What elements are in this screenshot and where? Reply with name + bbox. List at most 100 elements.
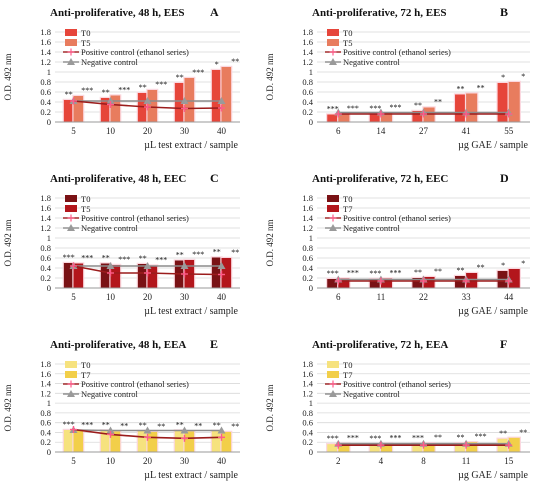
y-tick-label: 1.2 xyxy=(302,57,313,67)
y-tick-label: 0.2 xyxy=(302,107,313,117)
y-tick-label: 1.6 xyxy=(302,203,313,213)
bar-t0 xyxy=(455,276,467,288)
bar-t7 xyxy=(423,443,435,452)
bar-t0 xyxy=(412,278,424,288)
x-tick-label: 44 xyxy=(504,292,514,302)
y-tick-label: 0.4 xyxy=(40,427,51,437)
y-tick-label: 0 xyxy=(309,447,313,457)
y-tick-label: 1 xyxy=(309,67,313,77)
y-tick-label: 0.8 xyxy=(302,408,313,418)
y-axis-label: O.D. 492 nm xyxy=(265,220,275,267)
significance-label: *** xyxy=(155,256,167,265)
significance-label: *** xyxy=(369,434,381,443)
significance-label: *** xyxy=(327,269,339,278)
bar-t0 xyxy=(327,279,339,288)
y-tick-label: 1.2 xyxy=(40,57,51,67)
legend-negative-marker xyxy=(67,58,75,65)
x-tick-label: 11 xyxy=(377,292,386,302)
bar-t5 xyxy=(221,258,232,288)
x-tick-label: 30 xyxy=(180,456,190,466)
bar-t7 xyxy=(338,278,350,288)
significance-label: ** xyxy=(231,248,239,257)
bar-t7 xyxy=(423,277,435,288)
x-tick-label: 20 xyxy=(143,292,153,302)
significance-label: ** xyxy=(139,254,147,263)
legend-label: Negative control xyxy=(81,57,139,67)
y-tick-label: 0.4 xyxy=(40,263,51,273)
negative-control-point xyxy=(180,262,189,269)
legend-negative-marker xyxy=(329,224,337,231)
bar-t5 xyxy=(110,265,121,288)
positive-control-point xyxy=(70,426,77,434)
bar-t7 xyxy=(380,443,392,452)
significance-label: *** xyxy=(389,269,401,278)
bar-t0 xyxy=(211,430,222,452)
positive-control-point xyxy=(144,433,151,441)
positive-control-point xyxy=(334,277,342,285)
significance-label: *** xyxy=(389,434,401,443)
bar-t0 xyxy=(174,430,185,452)
positive-control-point xyxy=(420,441,427,449)
bar-t0 xyxy=(327,444,339,452)
significance-label: *** xyxy=(81,86,93,95)
significance-label: * xyxy=(501,73,505,82)
legend-swatch xyxy=(65,29,77,36)
negative-control-point xyxy=(217,426,226,434)
y-tick-label: 0.4 xyxy=(302,427,313,437)
panel-letter: A xyxy=(210,5,219,19)
y-tick-label: 0.8 xyxy=(40,77,51,87)
legend-label: Negative control xyxy=(81,389,139,399)
y-tick-label: 0.2 xyxy=(40,437,51,447)
significance-label: *** xyxy=(118,255,130,264)
legend-negative-marker xyxy=(67,390,75,397)
negative-control-point xyxy=(180,426,189,434)
positive-control-point xyxy=(505,277,513,285)
significance-label: *** xyxy=(347,269,359,278)
bar-t7 xyxy=(110,431,121,452)
significance-label: *** xyxy=(475,432,487,441)
y-tick-label: 1.6 xyxy=(302,37,313,47)
x-tick-label: 10 xyxy=(106,292,116,302)
legend-swatch xyxy=(327,29,339,36)
negative-control-point xyxy=(217,97,226,104)
panel-f: Anti-proliferative, 72 h, EEA F O.D. 492 n… xyxy=(265,337,530,481)
positive-control-point xyxy=(377,110,385,118)
bar-t7 xyxy=(338,443,350,452)
significance-label: * xyxy=(521,72,525,81)
positive-control-point xyxy=(181,434,188,442)
y-tick-label: 0.6 xyxy=(302,253,313,263)
significance-label: * xyxy=(501,261,505,270)
y-tick-label: 0.6 xyxy=(40,87,51,97)
positive-control-point xyxy=(218,104,225,112)
y-tick-label: 1.8 xyxy=(302,193,313,203)
significance-label: ** xyxy=(65,90,73,99)
bar-t7 xyxy=(508,437,520,452)
significance-label: *** xyxy=(81,420,93,429)
x-tick-label: 6 xyxy=(336,126,341,136)
legend-label: Positive control (ethanol series) xyxy=(81,47,189,57)
legend-swatch xyxy=(327,361,339,368)
significance-label: ** xyxy=(414,101,422,110)
chart-title: Anti-proliferative, 72 h, EES xyxy=(312,7,447,19)
legend-label: T7 xyxy=(81,370,90,380)
positive-control-point xyxy=(505,110,513,118)
positive-control-point xyxy=(218,271,225,278)
legend-label: Positive control (ethanol series) xyxy=(343,47,451,57)
significance-label: *** xyxy=(192,68,204,77)
negative-control-point xyxy=(217,262,226,269)
negative-control-point xyxy=(143,262,152,269)
significance-label: ** xyxy=(102,254,110,263)
y-tick-label: 0 xyxy=(309,117,313,127)
significance-label: *** xyxy=(81,254,93,263)
y-tick-label: 1 xyxy=(309,233,313,243)
legend-negative-marker xyxy=(329,390,337,397)
significance-label: ** xyxy=(477,263,485,272)
legend-label: T7 xyxy=(343,370,352,380)
y-tick-label: 0.8 xyxy=(40,243,51,253)
x-axis-label: µg GAE / sample xyxy=(458,140,528,151)
y-tick-label: 1.6 xyxy=(40,37,51,47)
significance-label: ** xyxy=(457,433,465,442)
